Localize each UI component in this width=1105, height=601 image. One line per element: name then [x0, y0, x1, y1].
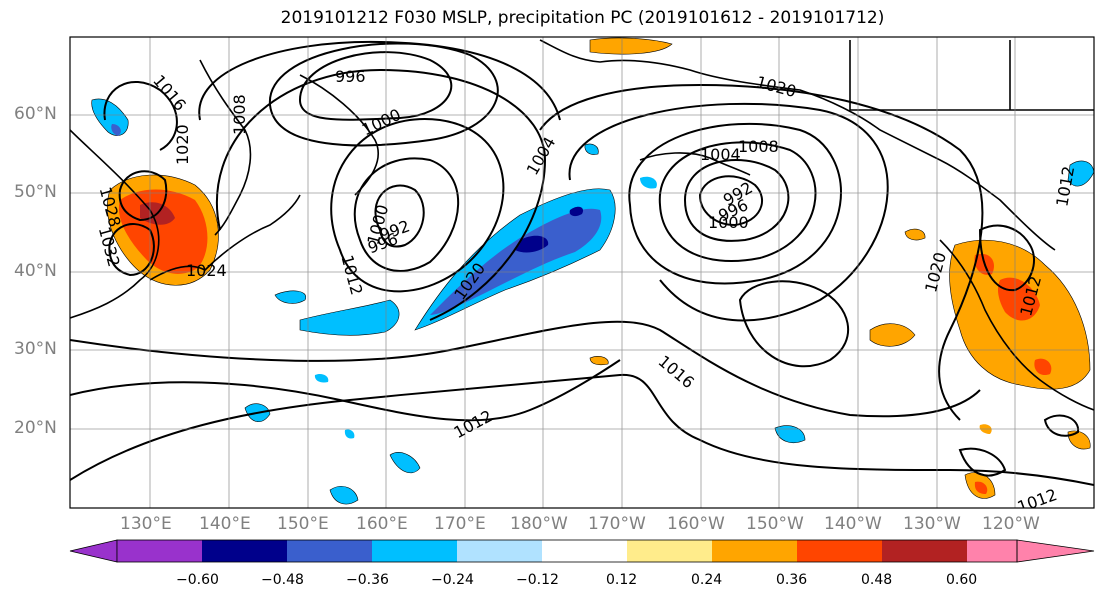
map-title: 2019101212 F030 MSLP, precipitation PC (…: [280, 8, 885, 28]
lon-label: 180°W: [510, 514, 568, 534]
colorbar-tick: −0.12: [516, 572, 559, 588]
colorbar: [69, 539, 1095, 563]
lon-label: 150°W: [746, 514, 804, 534]
lat-label-30n: 30°N: [14, 339, 57, 359]
colorbar-bin: [202, 540, 287, 562]
contour-label: 1020: [173, 124, 192, 165]
precip-positive-shading: [107, 37, 1091, 499]
graticule: [70, 37, 1094, 508]
colorbar-tick: 0.12: [606, 572, 638, 588]
lon-label: 150°E: [277, 514, 329, 534]
colorbar-bin: [967, 540, 1017, 562]
plot-area: [70, 37, 1094, 508]
lon-label: 160°W: [667, 514, 725, 534]
colorbar-bin: [457, 540, 542, 562]
colorbar-tick: 0.36: [776, 572, 808, 588]
lon-label: 130°E: [120, 514, 172, 534]
lat-label-40n: 40°N: [14, 261, 57, 281]
contour-label: 1000: [708, 213, 749, 232]
lat-label-50n: 50°N: [14, 182, 57, 202]
contour-label: 1004: [700, 145, 741, 164]
contour-label: 1008: [230, 94, 249, 135]
contour-label: 996: [335, 67, 366, 86]
colorbar-tick: 0.48: [861, 572, 893, 588]
contour-labels: 996 1016 1008 1000 1020 1004 1020 1004 1…: [95, 67, 1078, 508]
colorbar-bin: [797, 540, 882, 562]
lon-label: 170°E: [434, 514, 486, 534]
colorbar-tick: −0.60: [176, 572, 219, 588]
colorbar-extend-right: [1016, 539, 1095, 563]
lat-label-20n: 20°N: [14, 418, 57, 438]
contour-label: 1024: [186, 261, 227, 280]
plot-frame: [69, 36, 1095, 509]
lon-label: 170°W: [588, 514, 646, 534]
colorbar-bin: [882, 540, 967, 562]
colorbar-bin: [712, 540, 797, 562]
lon-label: 130°W: [903, 514, 961, 534]
contour-label: 1008: [738, 137, 779, 156]
lat-label-60n: 60°N: [14, 104, 57, 124]
lon-label: 140°W: [824, 514, 882, 534]
colorbar-bin: [542, 540, 627, 562]
colorbar-extend-left: [69, 539, 118, 563]
lon-label: 140°E: [199, 514, 251, 534]
colorbar-tick: −0.36: [346, 572, 389, 588]
lon-label: 120°W: [982, 514, 1040, 534]
colorbar-tick: 0.60: [946, 572, 978, 588]
colorbar-bin: [117, 540, 202, 562]
colorbar-bin: [372, 540, 457, 562]
colorbar-tick: −0.48: [261, 572, 304, 588]
colorbar-bin: [627, 540, 712, 562]
pressure-contours: [70, 40, 1094, 486]
colorbar-tick: 0.24: [691, 572, 723, 588]
colorbar-bin: [287, 540, 372, 562]
lon-label: 160°E: [356, 514, 408, 534]
colorbar-tick: −0.24: [431, 572, 474, 588]
